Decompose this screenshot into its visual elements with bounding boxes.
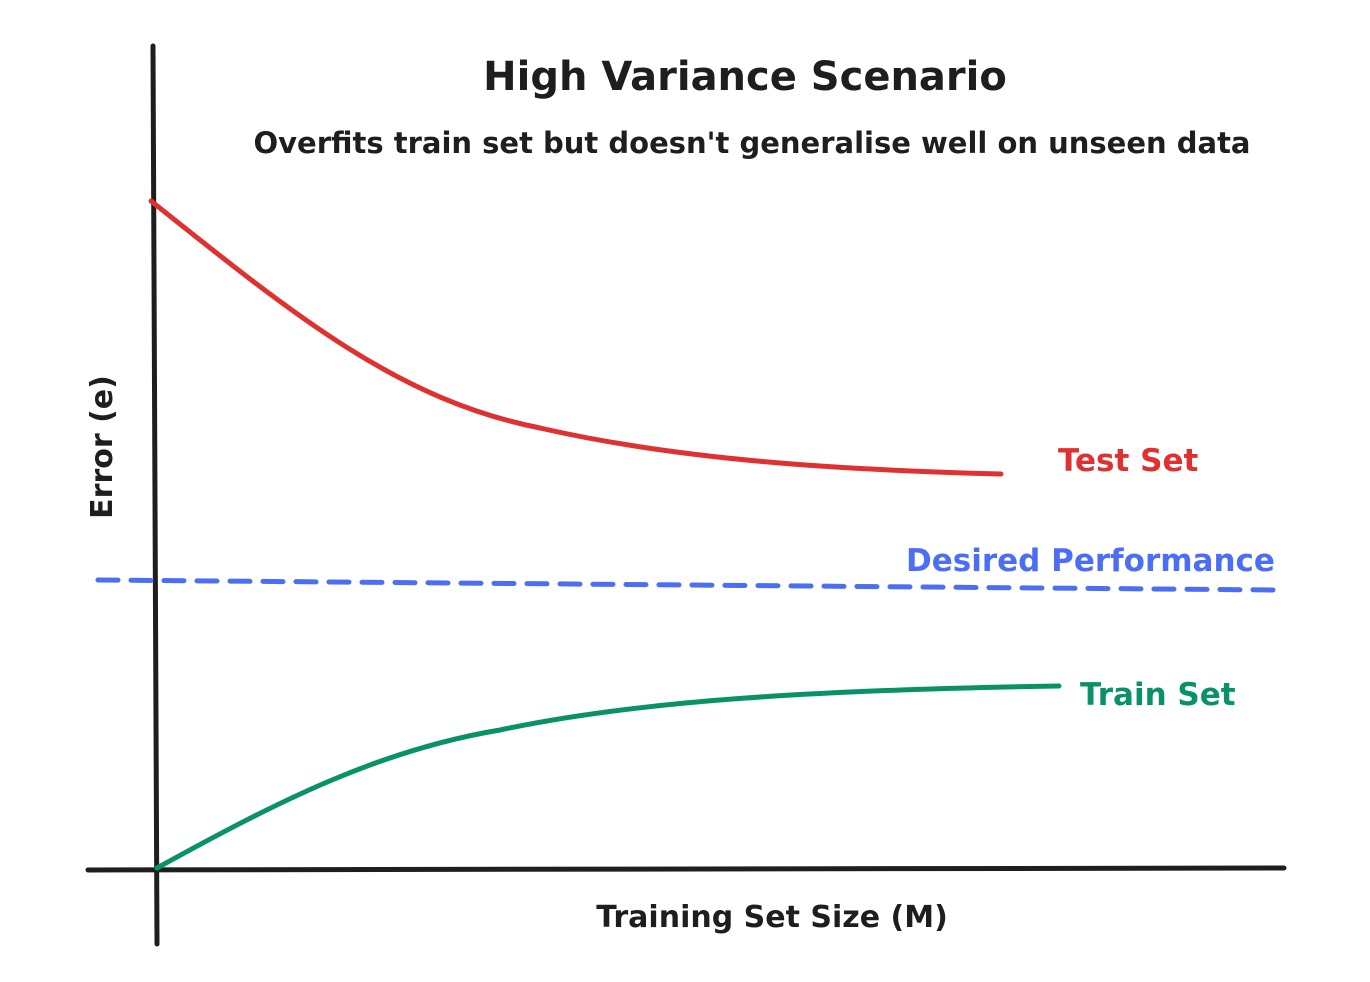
x-axis — [85, 865, 1287, 873]
desired-performance-label: Desired Performance — [906, 543, 1275, 579]
chart-title: High Variance Scenario — [483, 54, 1007, 100]
desired-performance-line — [95, 577, 1279, 593]
y-axis-label: Error (e) — [85, 375, 120, 519]
train-set-label: Train Set — [1080, 677, 1236, 713]
y-axis — [150, 43, 160, 947]
chart-subtitle: Overfits train set but doesn't generalis… — [253, 126, 1250, 160]
test-set-curve — [148, 198, 1004, 477]
x-axis-label: Training Set Size (M) — [596, 900, 948, 935]
test-set-label: Test Set — [1058, 443, 1198, 479]
train-set-curve — [154, 683, 1062, 871]
